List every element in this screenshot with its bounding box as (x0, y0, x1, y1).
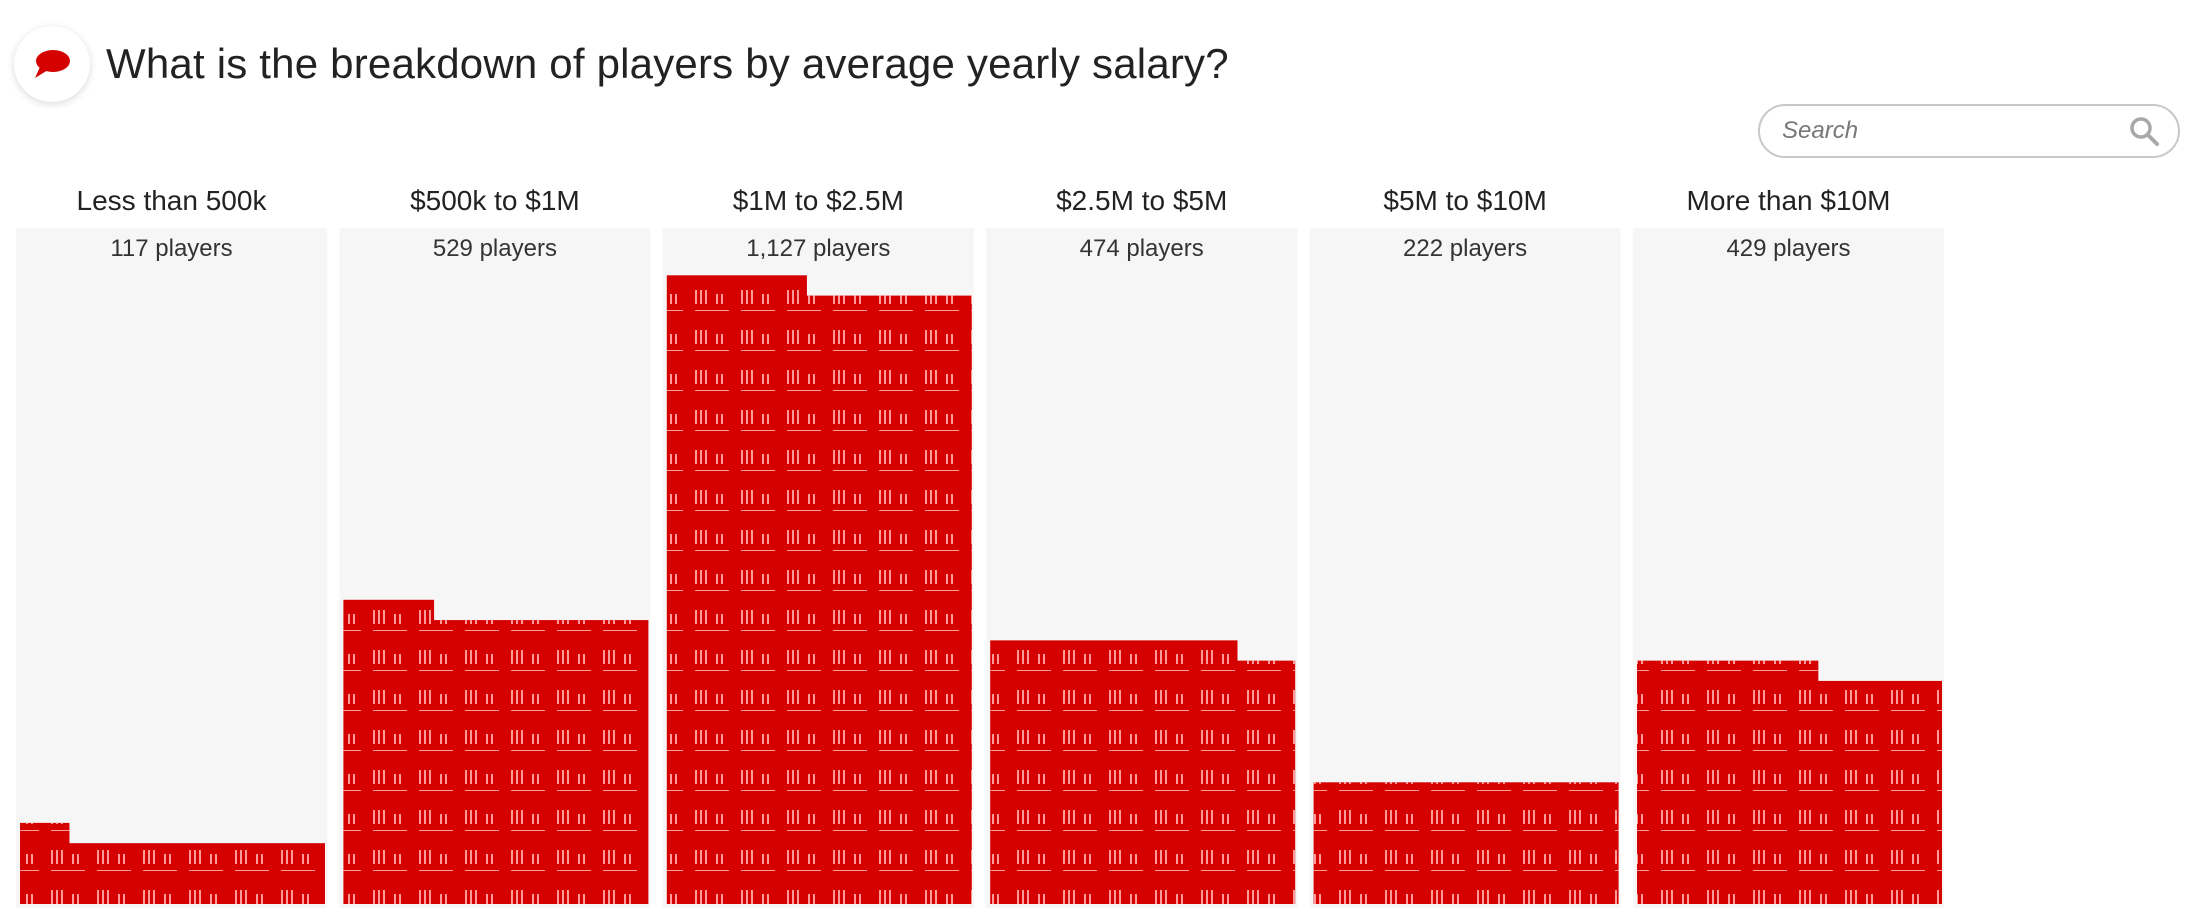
bar (1313, 782, 1619, 904)
header: What is the breakdown of players by aver… (14, 24, 1229, 104)
bar-partial-texture (990, 640, 1238, 662)
bar-texture (1637, 680, 1942, 904)
search-icon[interactable] (2128, 115, 2160, 147)
category-label: Less than 500k (77, 185, 268, 216)
search-box[interactable] (1758, 104, 2180, 158)
player-count-label: 222 players (1403, 235, 1527, 262)
search-input[interactable] (1780, 116, 2128, 146)
bar-texture (990, 660, 1296, 904)
bar-texture (20, 843, 325, 904)
player-count-label: 529 players (433, 235, 557, 262)
bar-texture (666, 295, 972, 905)
player-count-label: 117 players (110, 235, 232, 262)
salary-column[interactable]: Less than 500k 117 players (16, 185, 327, 908)
bar (20, 822, 325, 904)
player-count-label: 1,127 players (746, 235, 890, 262)
category-label: $1M to $2.5M (733, 185, 904, 216)
category-label: $5M to $10M (1383, 185, 1546, 216)
bar-partial-texture (666, 275, 807, 297)
category-label: $500k to $1M (410, 185, 580, 216)
category-label: $2.5M to $5M (1056, 185, 1227, 216)
bar-partial-texture (20, 822, 70, 845)
column-background (16, 228, 327, 908)
player-count-label: 474 players (1080, 235, 1204, 262)
page-title: What is the breakdown of players by aver… (106, 40, 1229, 87)
salary-column[interactable]: More than $10M 429 players (1633, 185, 1944, 908)
bar (666, 275, 972, 905)
bar (1637, 660, 1942, 904)
salary-column[interactable]: $1M to $2.5M 1,127 players (662, 185, 974, 908)
chart-columns: Less than 500k 117 players $500k to $1M 529… (16, 185, 1944, 908)
bar-partial-texture (343, 599, 435, 622)
category-label: More than $10M (1687, 185, 1891, 216)
salary-column[interactable]: $2.5M to $5M 474 players (986, 185, 1298, 908)
bar (343, 599, 649, 904)
bar (990, 640, 1296, 904)
speech-bubble-glyph (35, 50, 70, 78)
bar-texture (1313, 782, 1619, 904)
salary-column[interactable]: $5M to $10M 222 players (1309, 185, 1621, 908)
player-count-label: 429 players (1726, 235, 1850, 262)
salary-column[interactable]: $500k to $1M 529 players (339, 185, 651, 908)
speech-bubble-icon[interactable] (14, 26, 90, 102)
bar-partial-texture (1637, 660, 1819, 682)
bar-texture (343, 620, 649, 904)
